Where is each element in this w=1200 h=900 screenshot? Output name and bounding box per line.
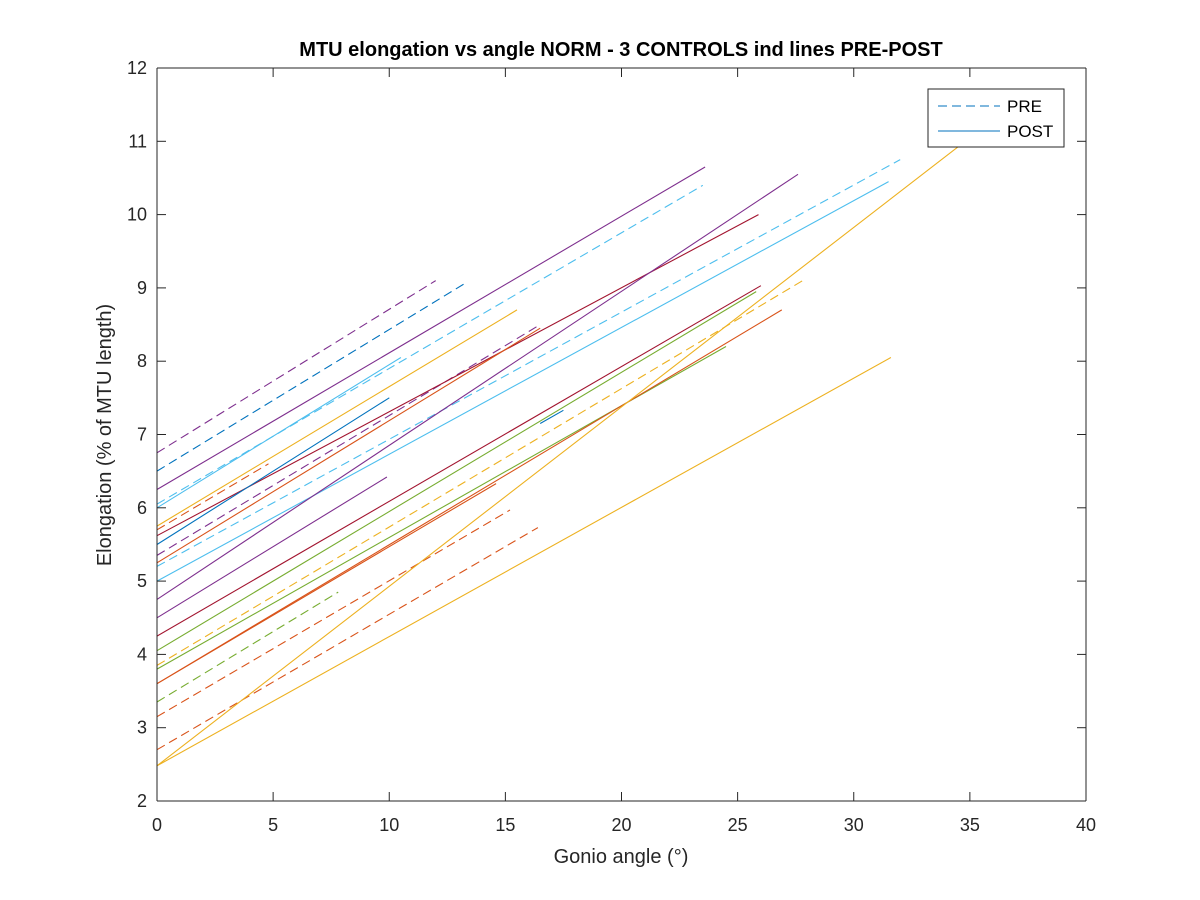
x-tick-label: 20 <box>611 815 631 835</box>
x-tick-label: 10 <box>379 815 399 835</box>
post-series-line-22 <box>539 409 564 424</box>
axes: 0 5 10 15 20 25 30 35 40 2 3 4 5 6 7 8 9 10 11 12 <box>127 58 1096 835</box>
post-series-line-11 <box>156 357 402 509</box>
y-tick-label: 4 <box>137 644 147 664</box>
post-series-line-14 <box>156 397 390 545</box>
plot-lines <box>156 140 966 767</box>
pre-series-line-3 <box>156 159 901 567</box>
legend: PRE POST <box>927 88 1065 148</box>
post-series-line-25 <box>156 140 966 767</box>
legend-label-pre: PRE <box>1007 97 1042 116</box>
y-tick-label: 5 <box>137 571 147 591</box>
legend-box <box>927 88 1065 148</box>
pre-series-line-1 <box>156 283 464 472</box>
pre-series-line-4 <box>156 463 269 531</box>
x-tick-label: 15 <box>495 815 515 835</box>
y-tick-label: 11 <box>128 131 147 151</box>
post-series-line-17 <box>156 173 799 600</box>
x-tick-label: 30 <box>844 815 864 835</box>
x-tick-label: 35 <box>960 815 980 835</box>
y-tick-label: 8 <box>137 351 147 371</box>
y-tick-label: 3 <box>137 718 147 738</box>
x-tick-label: 5 <box>268 815 278 835</box>
post-series-line-15 <box>156 327 541 564</box>
post-series-line-10 <box>156 166 706 490</box>
post-series-line-26 <box>156 357 892 767</box>
legend-label-post: POST <box>1007 122 1053 141</box>
y-tick-label: 12 <box>127 58 147 78</box>
post-series-line-19 <box>156 285 762 637</box>
x-axis-label: Gonio angle (°) <box>554 846 689 868</box>
pre-series-line-2 <box>156 184 704 505</box>
y-tick-label: 7 <box>137 425 147 445</box>
x-tick-label: 0 <box>152 815 162 835</box>
x-tick-label: 25 <box>728 815 748 835</box>
pre-series-line-9 <box>156 527 539 751</box>
post-series-line-12 <box>156 309 518 527</box>
y-tick-label: 10 <box>127 205 147 225</box>
chart-title: MTU elongation vs angle NORM - 3 CONTROL… <box>299 39 942 61</box>
post-series-line-20 <box>156 291 757 652</box>
post-series-line-24 <box>156 483 497 685</box>
x-tick-label: 40 <box>1076 815 1096 835</box>
post-series-line-18 <box>156 476 388 619</box>
y-axis-label: Elongation (% of MTU length) <box>94 304 116 566</box>
pre-series-line-0 <box>156 280 436 454</box>
post-series-line-16 <box>156 181 889 582</box>
y-tick-label: 9 <box>137 278 147 298</box>
pre-series-line-5 <box>156 324 541 556</box>
y-tick-label: 2 <box>137 791 147 811</box>
y-tick-label: 6 <box>137 498 147 518</box>
pre-series-line-8 <box>156 509 511 718</box>
pre-series-line-7 <box>156 591 339 703</box>
post-series-line-13 <box>156 214 759 537</box>
post-series-line-23 <box>156 309 783 685</box>
